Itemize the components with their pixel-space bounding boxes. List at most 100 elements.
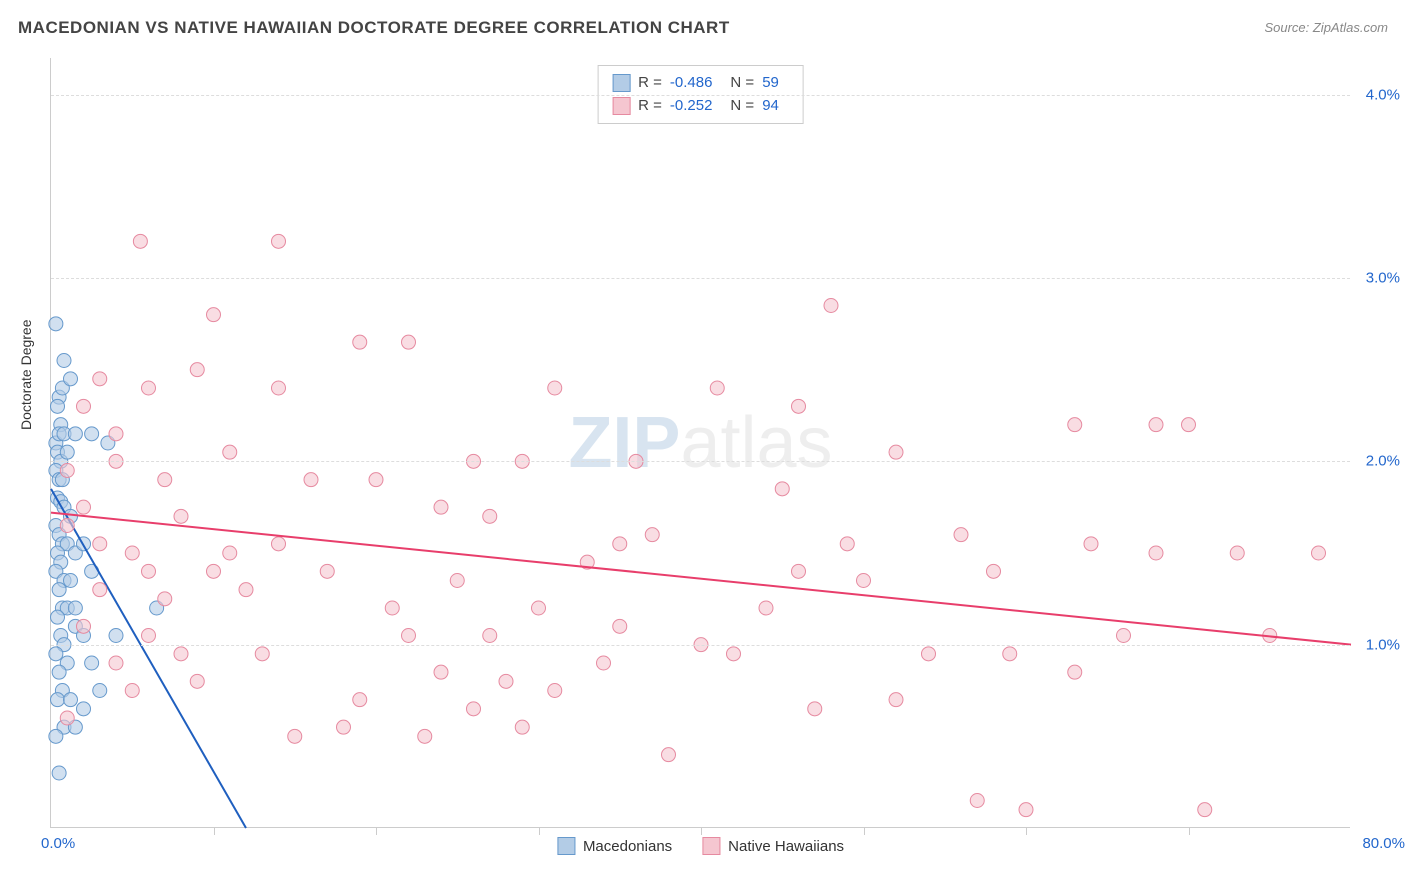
scatter-point: [49, 729, 63, 743]
y-tick-label: 4.0%: [1355, 86, 1400, 103]
scatter-point: [824, 299, 838, 313]
r-label-2: R =: [638, 95, 662, 118]
scatter-point: [207, 308, 221, 322]
x-tick: [1189, 827, 1190, 835]
scatter-point: [158, 592, 172, 606]
x-tick: [1026, 827, 1027, 835]
chart-title: MACEDONIAN VS NATIVE HAWAIIAN DOCTORATE …: [18, 18, 730, 38]
scatter-point: [613, 619, 627, 633]
scatter-point: [57, 354, 71, 368]
scatter-point: [548, 381, 562, 395]
scatter-point: [223, 546, 237, 560]
regression-line: [51, 489, 246, 828]
r-value-1: -0.486: [670, 72, 713, 95]
grid-line: [51, 645, 1350, 646]
scatter-point: [402, 335, 416, 349]
scatter-point: [158, 473, 172, 487]
scatter-point: [515, 720, 529, 734]
scatter-point: [174, 647, 188, 661]
scatter-point: [304, 473, 318, 487]
scatter-point: [93, 583, 107, 597]
y-tick-label: 2.0%: [1355, 453, 1400, 470]
n-label-2: N =: [730, 95, 754, 118]
x-max-label: 80.0%: [1362, 835, 1405, 852]
scatter-svg: [51, 58, 1350, 827]
scatter-point: [548, 684, 562, 698]
scatter-point: [223, 445, 237, 459]
scatter-point: [51, 610, 65, 624]
scatter-point: [483, 629, 497, 643]
grid-line: [51, 278, 1350, 279]
scatter-point: [52, 583, 66, 597]
scatter-point: [645, 528, 659, 542]
scatter-point: [792, 564, 806, 578]
scatter-point: [889, 445, 903, 459]
scatter-point: [808, 702, 822, 716]
scatter-point: [64, 372, 78, 386]
x-tick: [864, 827, 865, 835]
scatter-point: [272, 381, 286, 395]
scatter-point: [1182, 418, 1196, 432]
scatter-point: [64, 693, 78, 707]
x-tick: [539, 827, 540, 835]
x-tick: [701, 827, 702, 835]
x-min-label: 0.0%: [41, 835, 75, 852]
scatter-point: [662, 748, 676, 762]
scatter-point: [369, 473, 383, 487]
scatter-point: [68, 601, 82, 615]
scatter-point: [174, 509, 188, 523]
x-tick: [214, 827, 215, 835]
scatter-point: [77, 500, 91, 514]
legend-row-2: R = -0.252 N = 94: [612, 95, 789, 118]
n-value-1: 59: [762, 72, 779, 95]
legend-swatch-2: [612, 97, 630, 115]
r-label-1: R =: [638, 72, 662, 95]
scatter-point: [710, 381, 724, 395]
scatter-point: [51, 399, 65, 413]
scatter-point: [109, 656, 123, 670]
scatter-point: [353, 693, 367, 707]
scatter-point: [60, 711, 74, 725]
scatter-point: [109, 629, 123, 643]
y-tick-label: 1.0%: [1355, 636, 1400, 653]
bottom-legend: Macedonians Native Hawaiians: [557, 837, 844, 855]
scatter-point: [597, 656, 611, 670]
scatter-point: [52, 665, 66, 679]
regression-line: [51, 513, 1351, 645]
scatter-point: [1003, 647, 1017, 661]
scatter-point: [68, 427, 82, 441]
bottom-legend-item-1: Macedonians: [557, 837, 672, 855]
scatter-point: [418, 729, 432, 743]
scatter-point: [85, 427, 99, 441]
scatter-point: [1068, 418, 1082, 432]
scatter-point: [93, 684, 107, 698]
y-tick-label: 3.0%: [1355, 270, 1400, 287]
scatter-point: [792, 399, 806, 413]
scatter-point: [954, 528, 968, 542]
scatter-point: [207, 564, 221, 578]
scatter-point: [125, 546, 139, 560]
scatter-point: [857, 574, 871, 588]
scatter-point: [142, 564, 156, 578]
scatter-point: [60, 445, 74, 459]
scatter-point: [1198, 803, 1212, 817]
scatter-point: [51, 693, 65, 707]
scatter-point: [272, 234, 286, 248]
bottom-legend-label-1: Macedonians: [583, 838, 672, 855]
scatter-point: [402, 629, 416, 643]
scatter-point: [922, 647, 936, 661]
scatter-point: [272, 537, 286, 551]
scatter-point: [889, 693, 903, 707]
scatter-point: [353, 335, 367, 349]
scatter-point: [613, 537, 627, 551]
legend-swatch-1: [612, 74, 630, 92]
bottom-legend-swatch-2: [702, 837, 720, 855]
scatter-point: [840, 537, 854, 551]
bottom-legend-swatch-1: [557, 837, 575, 855]
scatter-point: [775, 482, 789, 496]
legend-row-1: R = -0.486 N = 59: [612, 72, 789, 95]
scatter-point: [727, 647, 741, 661]
scatter-point: [190, 363, 204, 377]
scatter-point: [93, 537, 107, 551]
scatter-point: [93, 372, 107, 386]
